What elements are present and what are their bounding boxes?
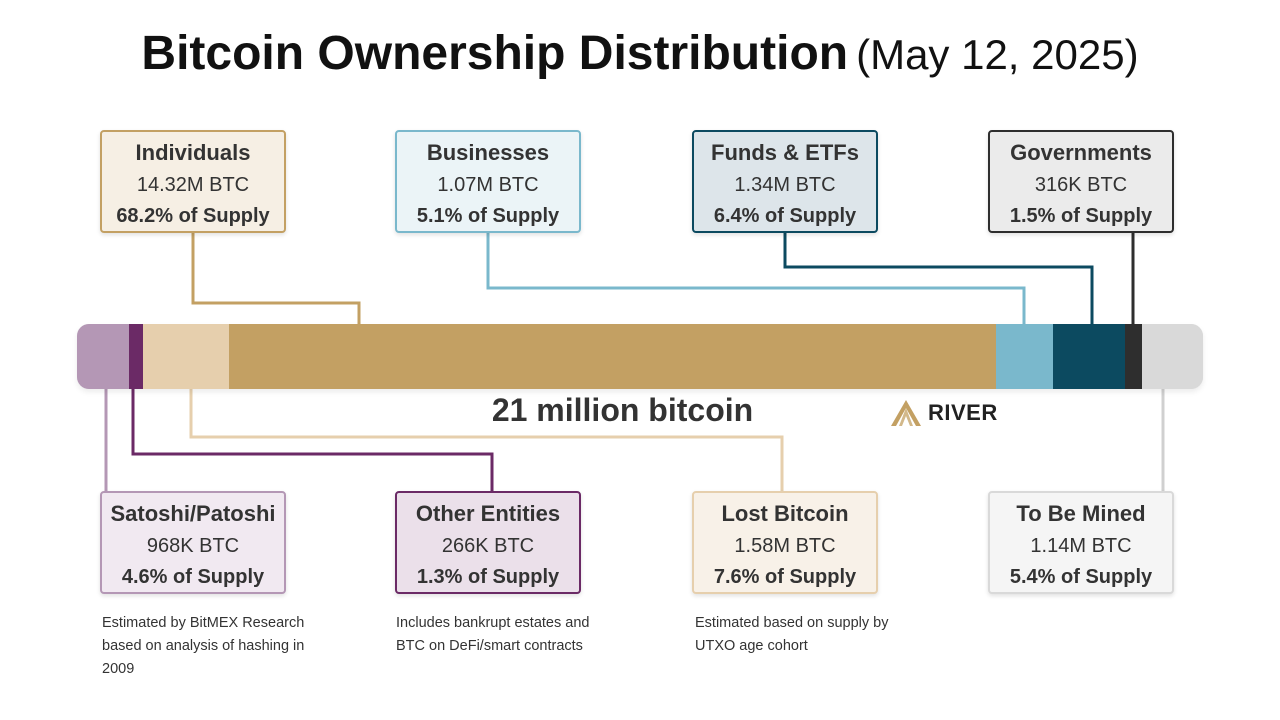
category-amount: 1.14M BTC [1030,535,1132,557]
category-name: Lost Bitcoin [721,501,849,526]
category-percent: 7.6% of Supply [713,566,857,588]
category-percent: 1.3% of Supply [416,566,560,588]
connector-other-entities [131,389,494,491]
bar-segment-funds-etfs [1053,324,1126,389]
category-amount: 14.32M BTC [136,174,250,196]
category-percent: 68.2% of Supply [116,205,270,227]
category-name: Satoshi/Patoshi [110,501,276,526]
river-logo-text: RIVER [928,400,998,425]
bar-segment-businesses [996,324,1054,389]
category-percent: 4.6% of Supply [121,566,265,588]
category-box-satoshi-patoshi: Satoshi/Patoshi 968K BTC 4.6% of Supply [100,491,286,594]
category-box-individuals: Individuals 14.32M BTC 68.2% of Supply [100,130,286,233]
category-box-lost-bitcoin: Lost Bitcoin 1.58M BTC 7.6% of Supply [692,491,878,594]
category-amount: 1.58M BTC [734,535,836,557]
category-amount: 1.34M BTC [734,174,836,196]
category-note-satoshi-patoshi: Estimated by BitMEX Research based on an… [102,615,305,677]
bar-segment-lost-bitcoin [143,324,230,389]
bar-segment-individuals [228,324,997,389]
category-percent: 5.4% of Supply [1009,566,1153,588]
category-box-governments: Governments 316K BTC 1.5% of Supply [988,130,1174,233]
category-box-businesses: Businesses 1.07M BTC 5.1% of Supply [395,130,581,233]
category-amount: 316K BTC [1034,174,1128,196]
category-amount: 266K BTC [441,535,535,557]
category-percent: 1.5% of Supply [1009,205,1153,227]
category-name: To Be Mined [1016,501,1146,526]
connector-funds-etfs [783,233,1094,324]
category-name: Governments [1010,140,1152,165]
category-note-lost-bitcoin: Estimated based on supply by UTXO age co… [695,615,889,654]
title-main: Bitcoin Ownership Distribution [141,27,849,80]
total-supply-label: 21 million bitcoin [491,392,754,428]
category-name: Individuals [135,140,251,165]
category-name: Other Entities [415,501,561,526]
supply-bar [77,324,1203,389]
category-name: Funds & ETFs [711,140,859,165]
connector-lost-bitcoin [189,389,784,491]
river-mountain-icon [891,400,921,426]
connector-businesses [486,233,1026,324]
river-logo: RIVER [890,398,998,428]
category-box-to-be-mined: To Be Mined 1.14M BTC 5.4% of Supply [988,491,1174,594]
category-name: Businesses [426,140,550,165]
bar-segment-governments [1125,324,1143,389]
title-date: (May 12, 2025) [856,31,1139,78]
category-box-funds-etfs: Funds & ETFs 1.34M BTC 6.4% of Supply [692,130,878,233]
chart-title: Bitcoin Ownership Distribution (May 12, 2… [0,26,1280,81]
bar-segment-other-entities [128,324,144,389]
category-box-other-entities: Other Entities 266K BTC 1.3% of Supply [395,491,581,594]
category-percent: 5.1% of Supply [416,205,560,227]
bar-segment-to-be-mined [1142,324,1203,389]
category-note-other-entities: Includes bankrupt estates and BTC on DeF… [396,615,590,654]
category-amount: 968K BTC [146,535,240,557]
connector-individuals [191,233,361,324]
bar-segment-satoshi-patoshi [77,324,130,389]
category-percent: 6.4% of Supply [713,205,857,227]
category-amount: 1.07M BTC [437,174,539,196]
